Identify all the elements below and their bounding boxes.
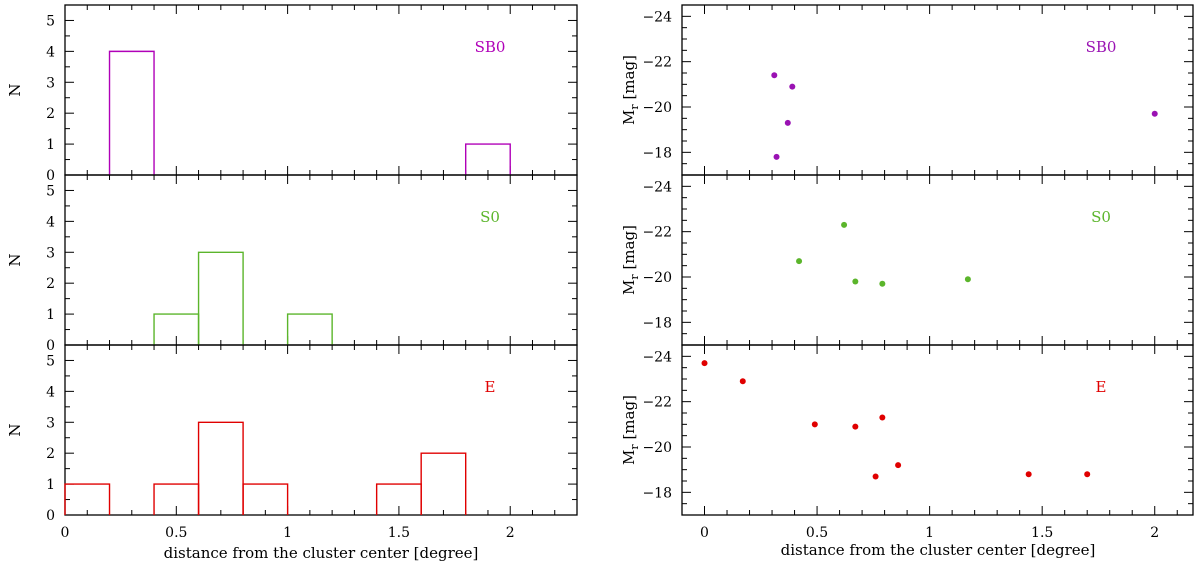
scatter-point xyxy=(784,119,791,126)
scatter-point xyxy=(789,83,796,90)
scatter-point xyxy=(771,72,778,79)
y-tick-label: −22 xyxy=(642,395,672,411)
scatter-point xyxy=(879,414,886,421)
panel-label-e: E xyxy=(485,378,496,396)
panel-frame xyxy=(681,4,1194,176)
y-axis-label: N xyxy=(6,83,24,96)
y-tick-label: −18 xyxy=(642,315,672,331)
scatter-point xyxy=(739,378,746,385)
scatter-point xyxy=(964,276,971,283)
histogram-bin xyxy=(286,313,333,345)
x-tick-label: 1.5 xyxy=(388,525,410,541)
y-tick-label: 3 xyxy=(46,415,55,431)
scatter-point xyxy=(1084,471,1091,478)
y-tick-label: −22 xyxy=(642,225,672,241)
y-tick-label: 3 xyxy=(46,75,55,91)
scatter-point xyxy=(1025,471,1032,478)
y-tick-label: 0 xyxy=(46,508,55,524)
y-tick-label: 3 xyxy=(46,245,55,261)
scatter-point xyxy=(811,421,818,428)
scatter-point xyxy=(852,423,859,430)
y-tick-label: −20 xyxy=(642,100,672,116)
panel-frame xyxy=(64,344,578,516)
scatter-point xyxy=(852,278,859,285)
y-tick-label: −18 xyxy=(642,485,672,501)
y-tick-label: 4 xyxy=(46,214,55,230)
panel-label-sb0: SB0 xyxy=(475,38,506,56)
panel-label-s0: S0 xyxy=(1091,208,1111,226)
scatter-point xyxy=(1151,110,1158,117)
scatter-point xyxy=(796,258,803,265)
y-tick-label: −18 xyxy=(642,145,672,161)
panel-label-e: E xyxy=(1096,378,1107,396)
y-tick-label: 5 xyxy=(46,13,55,29)
right-scatter-column: −24 −22 −20 −18 Mr [mag] SB0 −24 −22 −20 −18 Mr [m… xyxy=(620,4,1194,541)
y-tick-label: −20 xyxy=(642,270,672,286)
x-tick-label: 0 xyxy=(700,525,709,541)
scatter-point xyxy=(773,153,780,160)
y-axis-label: N xyxy=(6,423,24,436)
y-tick-label: 5 xyxy=(46,353,55,369)
panel-left-top: 0 1 2 3 4 5 N SB0 xyxy=(6,4,578,184)
x-tick-label: 1 xyxy=(925,525,934,541)
y-tick-label: 1 xyxy=(46,307,55,323)
scatter-point xyxy=(879,280,886,287)
left-x-axis-label: distance from the cluster center [degree… xyxy=(164,544,479,562)
y-axis-label: Mr [mag] xyxy=(620,55,641,125)
x-tick-label: 1.5 xyxy=(1031,525,1053,541)
y-tick-label: 1 xyxy=(46,477,55,493)
histogram-bin xyxy=(420,452,467,515)
histogram-bin xyxy=(464,143,511,175)
histogram-bin xyxy=(108,50,155,175)
x-tick-label: 0.5 xyxy=(806,525,828,541)
y-tick-label: −24 xyxy=(642,179,672,195)
histogram-bin xyxy=(242,483,289,515)
y-tick-label: 2 xyxy=(46,106,55,122)
y-axis-label: N xyxy=(6,253,24,266)
y-tick-label: 4 xyxy=(46,44,55,60)
y-tick-label: −24 xyxy=(642,349,672,365)
panel-right-top: −24 −22 −20 −18 Mr [mag] SB0 xyxy=(620,4,1194,176)
y-axis-label: Mr [mag] xyxy=(620,225,641,295)
y-tick-label: 5 xyxy=(46,183,55,199)
y-tick-label: 0 xyxy=(46,168,55,184)
y-axis-label: Mr [mag] xyxy=(620,395,641,465)
panel-frame xyxy=(681,174,1194,346)
panel-right-bottom: −24 −22 −20 −18 0 0.5 1 1.5 2 Mr [mag] E xyxy=(620,344,1194,541)
panel-label-s0: S0 xyxy=(480,208,500,226)
panel-frame xyxy=(681,344,1194,516)
y-tick-label: 2 xyxy=(46,446,55,462)
y-tick-label: −24 xyxy=(642,9,672,25)
y-tick-label: 2 xyxy=(46,276,55,292)
y-tick-label: 4 xyxy=(46,384,55,400)
x-tick-label: 0 xyxy=(61,525,70,541)
right-x-axis-label: distance from the cluster center [degree… xyxy=(781,541,1096,559)
histogram-bin xyxy=(64,483,111,515)
x-tick-label: 1 xyxy=(283,525,292,541)
scatter-point xyxy=(841,221,848,228)
panel-frame xyxy=(64,174,578,346)
histogram-bin xyxy=(197,421,244,515)
panel-left-bottom: 0 1 2 3 4 5 0 0.5 1 1.5 2 N E xyxy=(6,344,578,541)
y-tick-label: −22 xyxy=(642,55,672,71)
y-tick-label: 0 xyxy=(46,338,55,354)
histogram-bin xyxy=(197,251,244,345)
x-tick-label: 0.5 xyxy=(165,525,187,541)
scatter-point xyxy=(895,462,902,469)
panel-frame xyxy=(64,4,578,176)
panel-right-middle: −24 −22 −20 −18 Mr [mag] S0 xyxy=(620,174,1194,346)
y-tick-label: −20 xyxy=(642,440,672,456)
y-tick-label: 1 xyxy=(46,137,55,153)
panel-left-middle: 0 1 2 3 4 5 N S0 xyxy=(6,174,578,354)
scatter-point xyxy=(701,360,708,367)
x-tick-label: 2 xyxy=(1150,525,1159,541)
panel-label-sb0: SB0 xyxy=(1086,38,1117,56)
x-tick-label: 2 xyxy=(506,525,515,541)
scatter-point xyxy=(872,473,879,480)
